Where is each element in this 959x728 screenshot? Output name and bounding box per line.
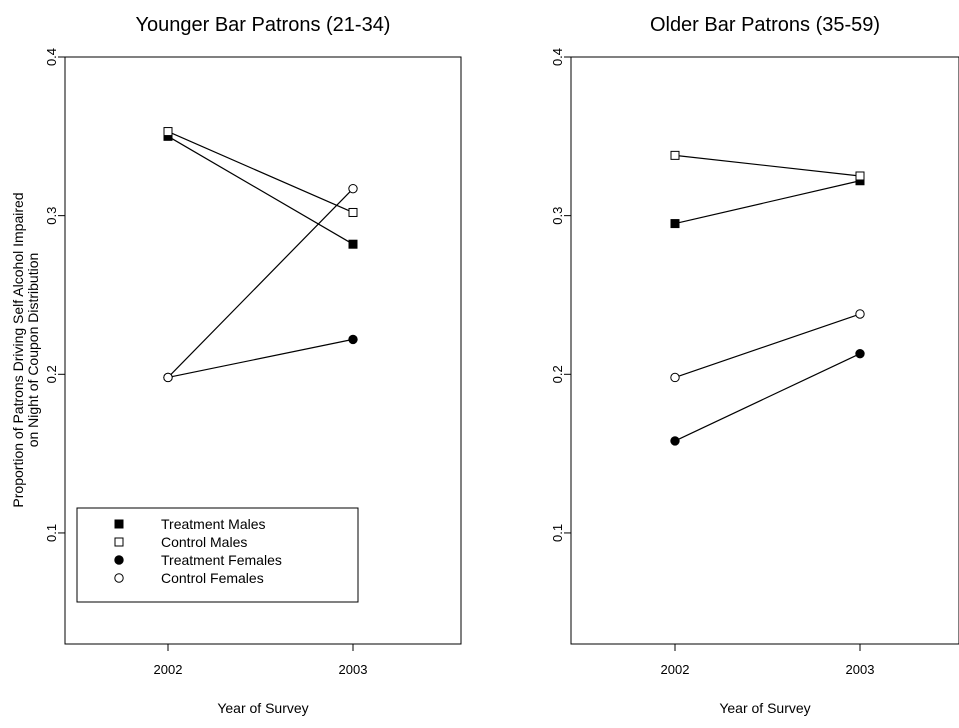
series-3 — [167, 188, 354, 378]
data-point — [348, 183, 358, 194]
series-line — [167, 188, 354, 378]
series-line — [167, 135, 354, 245]
y-tick-label: 0.1 — [550, 524, 565, 542]
series-line — [674, 154, 861, 177]
legend: Treatment Males Control Males Treatment Fe… — [76, 507, 359, 603]
legend-entry: Control Females — [161, 570, 264, 586]
data-point — [670, 219, 680, 229]
series-2 — [674, 353, 861, 442]
series-markers-1 — [670, 150, 865, 181]
series-markers-1 — [163, 127, 358, 217]
series-line — [674, 180, 861, 225]
series-3 — [674, 313, 861, 379]
legend-box — [76, 507, 359, 603]
x-axis-label: Year of Survey — [217, 700, 308, 716]
data-point — [348, 207, 358, 217]
series-markers-3 — [670, 309, 865, 383]
y-axis-label: Proportion of Patrons Driving Self Alcoh… — [10, 192, 26, 507]
x-tick-label: 2002 — [661, 662, 690, 677]
legend-marker — [114, 555, 124, 565]
chart-panel-1: Older Bar Patrons (35-59) 2002 2003 Year of… — [550, 14, 959, 716]
y-tick-label: 0.3 — [550, 207, 565, 225]
y-tick-label: 0.4 — [550, 48, 565, 66]
legend-entry: Treatment Females — [161, 552, 282, 568]
data-point — [163, 372, 173, 383]
x-axis-label: Year of Survey — [719, 700, 810, 716]
data-point — [855, 171, 865, 181]
data-point — [670, 436, 680, 446]
plot-frame — [64, 56, 462, 645]
y-tick-label: 0.2 — [44, 365, 59, 383]
series-0 — [167, 135, 354, 245]
series-0 — [674, 180, 861, 225]
series-1 — [674, 154, 861, 177]
data-point — [348, 239, 358, 249]
series-1 — [167, 131, 354, 214]
legend-marker — [114, 573, 124, 583]
series-line — [167, 131, 354, 214]
series-2 — [167, 338, 354, 379]
series-line — [674, 353, 861, 442]
data-point — [670, 150, 680, 160]
plot-frame — [570, 56, 959, 645]
series-markers-2 — [670, 348, 865, 446]
y-tick-label: 0.4 — [44, 48, 59, 66]
data-point — [348, 334, 358, 345]
data-point — [855, 309, 865, 319]
y-tick-label: 0.1 — [44, 524, 59, 542]
chart-title: Younger Bar Patrons (21-34) — [136, 14, 391, 36]
legend-entry: Treatment Males — [161, 516, 266, 532]
series-line — [167, 338, 354, 379]
data-point — [670, 372, 680, 383]
data-point — [855, 348, 865, 359]
legend-entry: Control Males — [161, 534, 247, 550]
x-tick-label: 2002 — [154, 662, 183, 677]
series-line — [674, 313, 861, 379]
data-point — [163, 127, 173, 137]
x-tick-label: 2003 — [846, 662, 875, 677]
legend-marker — [114, 537, 124, 547]
legend-marker — [114, 519, 124, 529]
y-tick-label: 0.2 — [550, 365, 565, 383]
chart-title: Older Bar Patrons (35-59) — [650, 14, 880, 36]
y-axis-label: on Night of Coupon Distribution — [25, 253, 41, 448]
x-tick-label: 2003 — [339, 662, 368, 677]
chart-panel-0: Younger Bar Patrons (21-34) 2002 2003 Year … — [10, 14, 462, 716]
y-tick-label: 0.3 — [44, 207, 59, 225]
series-markers-3 — [163, 183, 358, 383]
